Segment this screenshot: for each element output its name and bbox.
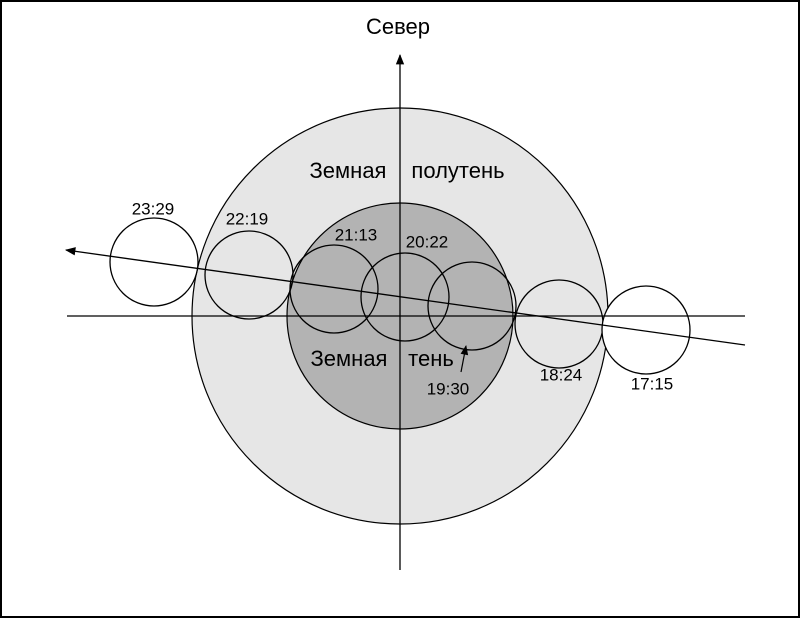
moon (360, 252, 450, 342)
time-label: 17:15 (631, 374, 674, 393)
time-label: 23:29 (132, 199, 175, 218)
time-label: 22:19 (226, 209, 269, 228)
time-label: 21:13 (335, 225, 378, 244)
moon (427, 261, 517, 351)
moon-circles (109, 217, 691, 375)
umbra-label: Земная (311, 346, 388, 371)
moon (204, 230, 294, 320)
north-label: Север (366, 14, 430, 39)
moon (289, 244, 379, 334)
time-label: 19:30 (427, 379, 470, 398)
pointer-arrow (460, 345, 469, 373)
moon (601, 285, 691, 375)
moon-path (64, 247, 746, 346)
time-label: 20:22 (406, 232, 449, 251)
time-label: 18:24 (540, 365, 583, 384)
penumbra-label: полутень (411, 158, 504, 183)
umbra-label: тень (408, 346, 454, 371)
penumbra-label: Земная (310, 158, 387, 183)
